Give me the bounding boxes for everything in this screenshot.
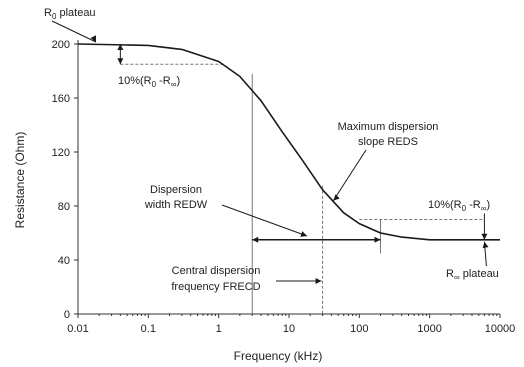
rinf-plateau-label: R∞ plateau xyxy=(446,268,499,282)
y-tick-label: 200 xyxy=(52,39,70,51)
x-axis-label: Frequency (kHz) xyxy=(234,349,323,363)
arrow-head xyxy=(300,231,307,237)
arrow-head xyxy=(481,233,488,240)
arrow-head xyxy=(333,194,340,201)
width-label-line2: width REDW xyxy=(144,199,208,211)
r0-ten-percent-label: 10%(R0 -R∞) xyxy=(118,75,180,89)
arrow-head xyxy=(482,241,489,249)
central-frequency-label-line1: Central dispersion xyxy=(172,265,261,277)
guide-lines xyxy=(120,63,485,314)
x-tick-label: 100 xyxy=(350,323,368,335)
rinf-ten-percent-label: 10%(R0 -R∞) xyxy=(428,199,490,213)
resistance-curve xyxy=(77,43,500,241)
arrow-head xyxy=(374,236,381,243)
x-tick-label: 10 xyxy=(283,323,295,335)
y-tick-label: 120 xyxy=(52,147,70,159)
arrow-head xyxy=(117,44,124,50)
y-tick-label: 160 xyxy=(52,93,70,105)
y-tick-label: 0 xyxy=(64,309,70,321)
x-tick-label: 0.1 xyxy=(141,323,156,335)
arrow-head xyxy=(252,236,259,243)
series-lines xyxy=(77,43,500,241)
annotations: R0 plateau 10%(R0 -R∞) Maximum dispersion s… xyxy=(44,7,499,293)
y-tick-label: 80 xyxy=(58,201,70,213)
y-axis-label: Resistance (Ohm) xyxy=(13,132,27,229)
x-tick-label: 10000 xyxy=(485,323,516,335)
width-label-line1: Dispersion xyxy=(150,184,202,196)
x-tick-label: 1000 xyxy=(417,323,441,335)
r0-plateau-arrow xyxy=(51,20,97,43)
width-pointer xyxy=(221,204,308,237)
max-slope-arrow xyxy=(332,149,367,201)
max-slope-label-line2: slope REDS xyxy=(358,136,418,148)
x-tick-label: 1 xyxy=(216,323,222,335)
tick-labels: 0.01 0.1 1 10 100 1000 10000 0 40 80 120 160 200 xyxy=(52,39,516,335)
x-tick-label: 0.01 xyxy=(67,323,88,335)
r0-plateau-label: R0 plateau xyxy=(44,7,96,21)
arrow-head xyxy=(117,58,124,65)
central-frequency-label-line2: frequency FRECD xyxy=(171,281,260,293)
max-slope-label-line1: Maximum dispersion xyxy=(338,121,439,133)
arrow-head xyxy=(90,35,96,42)
y-tick-label: 40 xyxy=(58,255,70,267)
arrow-head xyxy=(315,278,322,284)
